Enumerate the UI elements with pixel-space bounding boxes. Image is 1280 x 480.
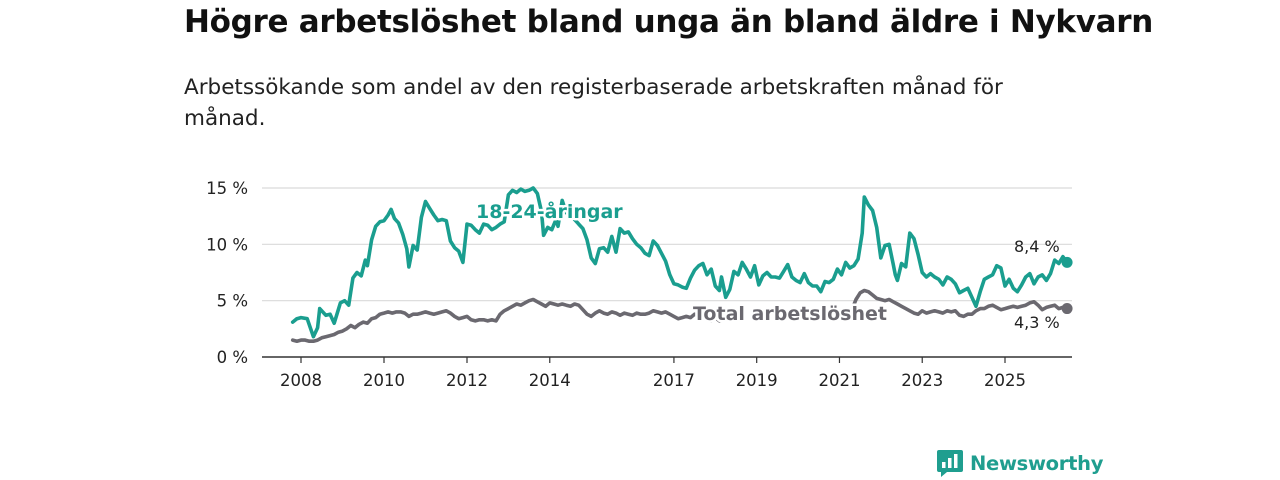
y-tick-label: 15 % [206, 179, 248, 198]
x-tick-label: 2023 [901, 371, 943, 390]
end-point-youth [1061, 256, 1073, 268]
y-tick-label: 10 % [206, 235, 248, 254]
x-tick-label: 2017 [653, 371, 695, 390]
end-point-total [1061, 303, 1073, 315]
series-line-total [290, 297, 730, 343]
brand-name: Newsworthy [970, 451, 1104, 475]
x-tick-label: 2025 [984, 371, 1026, 390]
chart-subtitle: Arbetssökande som andel av den registerb… [184, 75, 1003, 131]
gridlines [262, 187, 1072, 302]
series-line-youth [290, 186, 1069, 339]
y-tick-label: 5 % [217, 292, 248, 311]
x-tick-label: 2008 [280, 371, 322, 390]
x-axis-ticks: 2008 2010 2012 2014 2017 2019 2021 2023 2025 [280, 357, 1026, 390]
x-tick-label: 2021 [818, 371, 860, 390]
x-tick-label: 2012 [446, 371, 488, 390]
chart-title: Högre arbetslöshet bland unga än bland ä… [184, 4, 1154, 40]
newsworthy-brand: Newsworthy [936, 446, 1103, 480]
end-label-youth: 8,4 % [1014, 237, 1060, 256]
end-label-total: 4,3 % [1014, 313, 1060, 332]
x-tick-label: 2014 [529, 371, 571, 390]
series-lines [290, 186, 1073, 343]
y-axis-tick-labels: 0 % 5 % 10 % 15 % [206, 179, 248, 367]
series-label-youth: 18-24-åringar [476, 199, 623, 223]
series-label-total: Total arbetslöshet [693, 303, 887, 325]
y-tick-label: 0 % [217, 348, 248, 367]
series-labels: 8,4 % 4,3 % 18-24-åringar Total arbetslöshe… [474, 197, 1060, 333]
x-tick-label: 2010 [363, 371, 405, 390]
x-tick-label: 2019 [736, 371, 778, 390]
newsworthy-logo-icon [937, 450, 963, 477]
series-line-total [850, 288, 1069, 319]
